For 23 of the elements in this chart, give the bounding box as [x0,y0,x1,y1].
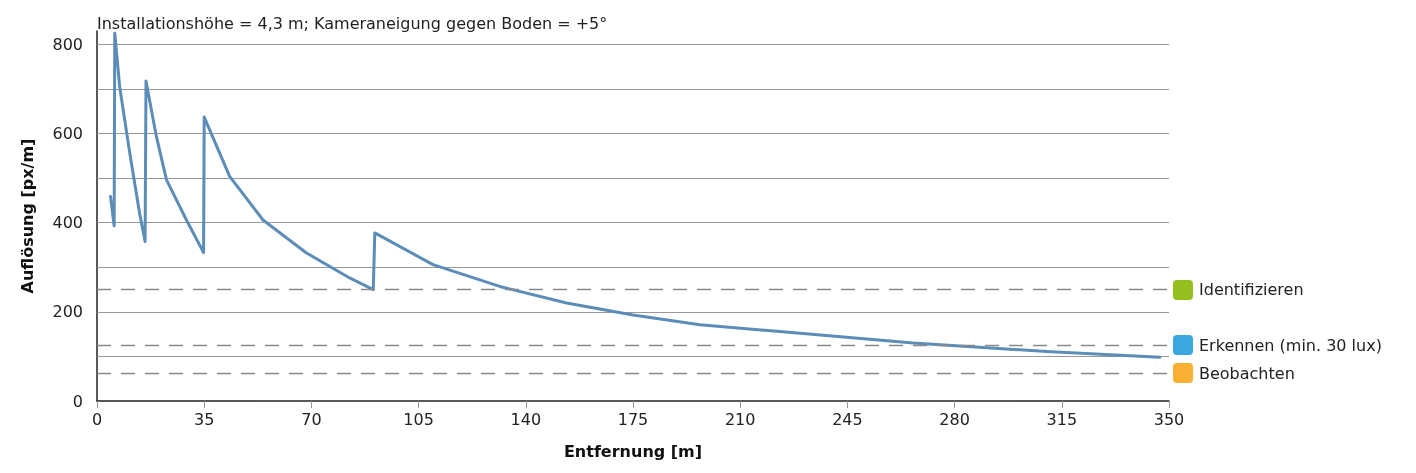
x-tick-label: 105 [403,409,434,429]
y-tick-label: 400 [52,213,83,233]
ref-line-label: Beobachten [1199,363,1295,383]
x-tick-label: 210 [724,409,756,429]
y-axis-title: Auflösung [px/m] [17,138,37,294]
ref-line-label: Erkennen (min. 30 lux) [1199,335,1382,355]
ref-line-label: Identifizieren [1199,280,1304,300]
y-tick-label: 600 [52,124,83,144]
x-tick-label: 140 [510,409,542,429]
y-tick-label: 0 [72,391,83,411]
x-tick-label: 315 [1046,409,1078,429]
line-series [108,31,1162,359]
x-tick-label: 280 [939,409,970,429]
y-tick-label: 800 [52,34,83,54]
x-tick-label: 350 [1153,409,1185,429]
y-tick-label: 200 [52,302,83,322]
x-axis-title: Entfernung [m] [563,441,703,461]
x-tick-label: 35 [194,409,215,429]
x-tick-label: 175 [617,409,649,429]
x-tick-label: 245 [832,409,863,429]
chart-title: Installationshöhe = 4,3 m; Kameraneigung gegen Boden = +5° [97,13,608,33]
x-tick-label: 0 [91,409,103,429]
x-tick-label: 70 [301,409,322,429]
